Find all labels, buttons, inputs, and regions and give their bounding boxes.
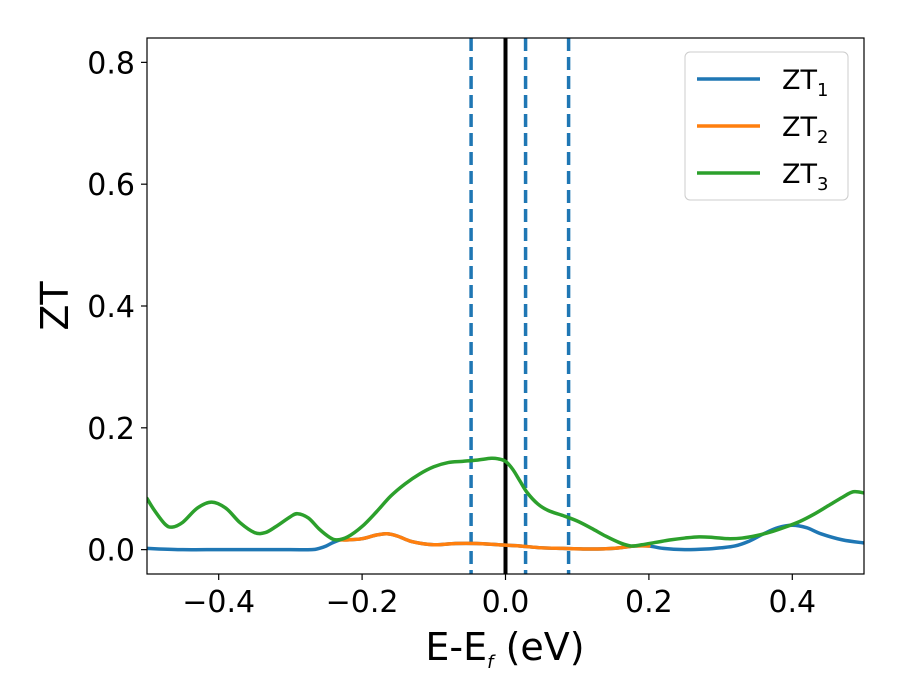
x-tick-label: 0.2 — [625, 585, 673, 620]
x-tick-label: 0.4 — [768, 585, 816, 620]
legend-box — [684, 51, 849, 201]
series-line-zt3 — [147, 456, 864, 548]
legend-label-zt1: ZT1 — [782, 65, 828, 101]
legend: ZT1 ZT2 ZT3 — [684, 51, 849, 201]
x-axis-label: E-Ef (eV) — [425, 625, 584, 673]
reference-lines — [469, 38, 571, 574]
x-tick-label: −0.4 — [182, 585, 255, 620]
series-line-zt2 — [338, 532, 651, 551]
y-axis-label: ZT — [33, 281, 77, 331]
y-tick-label: 0.4 — [87, 290, 135, 325]
legend-label-zt3: ZT3 — [782, 159, 828, 195]
x-tick-label: −0.2 — [326, 585, 399, 620]
x-tick-label: 0.0 — [482, 585, 530, 620]
legend-label-zt2: ZT2 — [782, 112, 828, 148]
y-axis: 0.0 0.2 0.4 0.6 0.8 — [87, 46, 147, 569]
y-tick-label: 0.0 — [87, 534, 135, 569]
y-tick-label: 0.6 — [87, 168, 135, 203]
y-tick-label: 0.2 — [87, 412, 135, 447]
series-layer — [147, 456, 864, 552]
x-axis: −0.4 −0.2 0.0 0.2 0.4 — [182, 574, 816, 620]
y-tick-label: 0.8 — [87, 46, 135, 81]
